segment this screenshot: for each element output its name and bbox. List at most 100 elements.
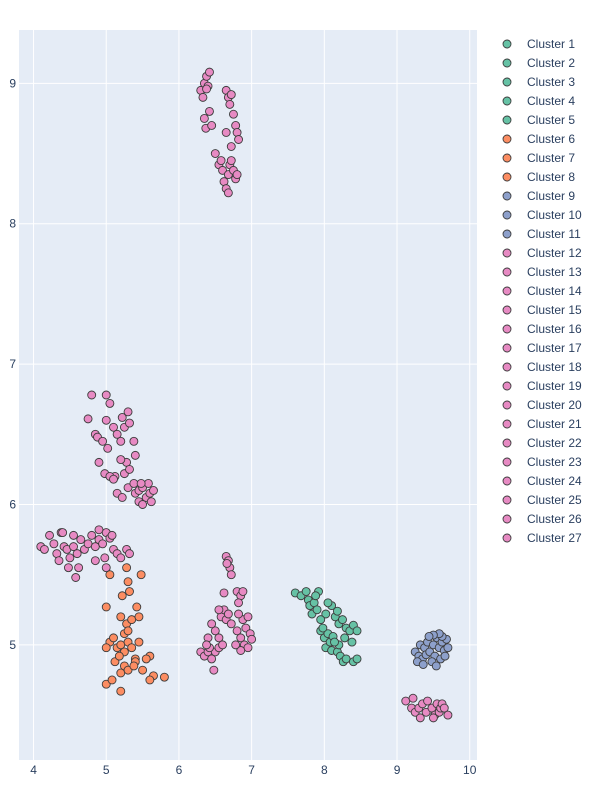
data-point (107, 530, 117, 540)
data-point (401, 696, 411, 706)
legend-label[interactable]: Cluster 13 (527, 265, 582, 279)
x-tick-label: 10 (463, 763, 477, 777)
data-point (234, 598, 243, 608)
data-point (216, 156, 226, 166)
legend-label[interactable]: Cluster 17 (527, 341, 582, 355)
legend-marker[interactable] (502, 115, 512, 125)
x-tick-label: 4 (30, 763, 37, 777)
legend-label[interactable]: Cluster 18 (527, 360, 582, 374)
series-11 (424, 629, 453, 661)
data-point (439, 703, 449, 713)
data-point (125, 464, 134, 474)
data-point (101, 415, 111, 425)
series-3 (330, 612, 362, 647)
data-point (232, 170, 242, 180)
data-point (125, 418, 134, 428)
data-point (232, 626, 242, 636)
legend-marker[interactable] (502, 381, 512, 391)
data-point (98, 539, 108, 549)
y-tick-label: 7 (9, 357, 16, 371)
legend-label[interactable]: Cluster 4 (527, 94, 575, 108)
data-point (69, 530, 78, 540)
legend-label[interactable]: Cluster 12 (527, 246, 582, 260)
legend-marker[interactable] (502, 267, 512, 277)
legend-marker[interactable] (502, 457, 512, 467)
data-point (229, 109, 238, 119)
legend-marker[interactable] (502, 191, 512, 201)
data-point (202, 84, 212, 94)
legend-label[interactable]: Cluster 1 (527, 37, 575, 51)
legend-label[interactable]: Cluster 24 (527, 474, 582, 488)
legend-label[interactable]: Cluster 8 (527, 170, 575, 184)
legend-marker[interactable] (502, 476, 512, 486)
legend-label[interactable]: Cluster 5 (527, 113, 575, 127)
data-point (127, 643, 137, 653)
legend-label[interactable]: Cluster 2 (527, 56, 575, 70)
legend-label[interactable]: Cluster 6 (527, 132, 575, 146)
legend-marker[interactable] (502, 229, 512, 239)
legend-marker[interactable] (502, 286, 512, 296)
legend-label[interactable]: Cluster 20 (527, 398, 582, 412)
series-19 (36, 528, 78, 566)
legend-label[interactable]: Cluster 25 (527, 493, 582, 507)
series-12 (196, 67, 217, 133)
legend-marker[interactable] (502, 58, 512, 68)
legend-label[interactable]: Cluster 16 (527, 322, 582, 336)
legend-marker[interactable] (502, 533, 512, 543)
legend-marker[interactable] (502, 495, 512, 505)
data-point (107, 675, 117, 685)
legend-marker[interactable] (502, 305, 512, 315)
data-point (316, 615, 326, 625)
legend-marker[interactable] (502, 419, 512, 429)
legend-marker[interactable] (502, 362, 512, 372)
legend-label[interactable]: Cluster 10 (527, 208, 582, 222)
data-point (234, 609, 243, 619)
legend-label[interactable]: Cluster 21 (527, 417, 582, 431)
legend-marker[interactable] (502, 172, 512, 182)
legend-label[interactable]: Cluster 15 (527, 303, 582, 317)
legend-marker[interactable] (502, 324, 512, 334)
data-point (116, 455, 126, 465)
legend-marker[interactable] (502, 210, 512, 220)
data-point (63, 563, 73, 573)
legend-label[interactable]: Cluster 7 (527, 151, 575, 165)
legend-marker[interactable] (502, 514, 512, 524)
legend-marker[interactable] (502, 39, 512, 49)
data-point (117, 413, 127, 422)
series-8 (101, 651, 169, 696)
data-point (223, 609, 233, 619)
legend-label[interactable]: Cluster 23 (527, 455, 582, 469)
series-15 (83, 390, 118, 467)
legend-marker[interactable] (502, 438, 512, 448)
data-point (134, 612, 144, 622)
legend-label[interactable]: Cluster 22 (527, 436, 582, 450)
data-point (443, 710, 453, 720)
legend-label[interactable]: Cluster 19 (527, 379, 582, 393)
series-13 (221, 85, 243, 151)
series-22 (219, 551, 248, 608)
legend-marker[interactable] (502, 134, 512, 144)
data-point (149, 486, 158, 495)
legend-marker[interactable] (502, 248, 512, 258)
legend-label[interactable]: Cluster 26 (527, 512, 582, 526)
legend-label[interactable]: Cluster 11 (527, 227, 581, 241)
data-point (143, 478, 153, 488)
data-point (87, 530, 97, 540)
data-point (109, 422, 118, 432)
legend-marker[interactable] (502, 400, 512, 410)
legend-marker[interactable] (502, 96, 512, 106)
legend-marker[interactable] (502, 77, 512, 87)
legend-label[interactable]: Cluster 27 (527, 531, 582, 545)
legend-label[interactable]: Cluster 14 (527, 284, 582, 298)
data-point (105, 398, 115, 408)
legend-label[interactable]: Cluster 9 (527, 189, 575, 203)
data-point (318, 623, 328, 633)
legend-label[interactable]: Cluster 3 (527, 75, 575, 89)
data-point (198, 92, 208, 102)
data-point (408, 693, 418, 703)
legend-marker[interactable] (502, 343, 512, 353)
legend-marker[interactable] (502, 153, 512, 163)
data-point (347, 637, 357, 647)
series-4 (330, 637, 362, 667)
